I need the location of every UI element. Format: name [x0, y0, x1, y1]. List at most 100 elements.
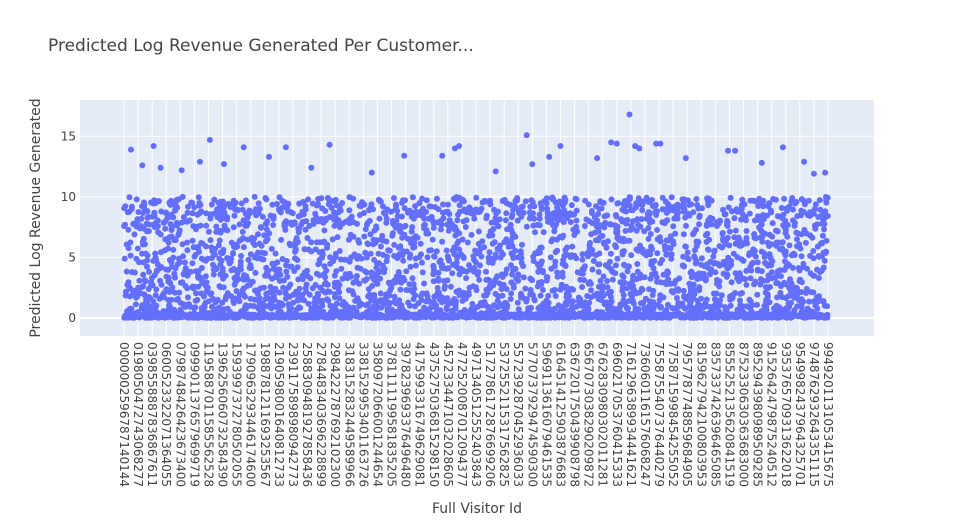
- data-point: [354, 255, 361, 262]
- x-tick-label: 9949201131053415675: [821, 342, 835, 487]
- data-point: [395, 308, 402, 315]
- data-point: [299, 208, 306, 215]
- data-point: [798, 253, 805, 260]
- data-point: [694, 202, 701, 208]
- data-point: [634, 268, 641, 275]
- data-point: [401, 152, 408, 159]
- data-point: [132, 301, 139, 308]
- data-point: [284, 273, 291, 280]
- data-point: [687, 269, 694, 276]
- data-point: [345, 236, 352, 243]
- data-point: [657, 304, 664, 311]
- data-point: [238, 236, 245, 243]
- x-tick-label: 2984222787692102300: [328, 342, 342, 487]
- data-point: [367, 306, 374, 313]
- data-point: [417, 309, 424, 315]
- data-point: [597, 277, 604, 284]
- data-point: [121, 223, 128, 229]
- data-point: [212, 246, 219, 252]
- data-point: [595, 296, 602, 302]
- data-point: [538, 279, 545, 285]
- data-point: [373, 223, 380, 230]
- data-point: [362, 268, 368, 275]
- data-point: [406, 302, 413, 309]
- data-point: [239, 206, 246, 213]
- data-point: [264, 236, 271, 243]
- data-point: [143, 295, 150, 302]
- data-point: [492, 168, 499, 175]
- data-point: [456, 143, 463, 149]
- x-tick-label: 5572392870452936033: [511, 342, 525, 487]
- data-point: [719, 230, 726, 237]
- data-point: [189, 210, 196, 217]
- data-point: [617, 303, 624, 310]
- data-point: [567, 219, 574, 226]
- data-point: [232, 244, 239, 251]
- data-point: [189, 199, 196, 206]
- data-point: [601, 240, 608, 247]
- data-point: [540, 286, 546, 293]
- data-point: [751, 248, 758, 254]
- data-point: [650, 304, 657, 311]
- data-point: [623, 208, 630, 215]
- data-point: [614, 230, 621, 237]
- data-point: [191, 204, 198, 211]
- data-point: [665, 276, 672, 283]
- data-point: [548, 238, 555, 245]
- data-point: [339, 200, 346, 206]
- data-point: [192, 304, 199, 311]
- data-point: [283, 218, 290, 225]
- data-point: [766, 231, 773, 238]
- x-tick-label: 3580972066001244654: [370, 342, 384, 487]
- data-point: [350, 195, 357, 202]
- data-point: [350, 291, 357, 298]
- data-point: [179, 241, 186, 248]
- data-point: [210, 261, 216, 268]
- data-point: [410, 289, 417, 296]
- data-point: [485, 259, 492, 266]
- data-point: [754, 259, 761, 266]
- data-point: [279, 197, 286, 204]
- data-point: [599, 232, 606, 239]
- data-point: [621, 262, 628, 269]
- data-point: [483, 215, 490, 222]
- data-point: [205, 228, 212, 235]
- data-point: [801, 158, 808, 165]
- data-point: [668, 312, 675, 318]
- data-point: [222, 272, 229, 279]
- data-point: [614, 255, 621, 262]
- data-point: [671, 305, 678, 312]
- data-point: [595, 228, 602, 235]
- data-point: [608, 288, 614, 295]
- data-point: [594, 155, 601, 162]
- data-point: [454, 217, 461, 224]
- data-point: [538, 302, 545, 309]
- data-point: [812, 302, 819, 309]
- data-point: [589, 266, 596, 273]
- data-point: [804, 265, 810, 272]
- data-point: [720, 206, 726, 213]
- data-point: [684, 197, 691, 204]
- x-tick-label: 9152642479875240512: [765, 342, 779, 487]
- data-point: [736, 278, 742, 285]
- x-tick-label: 7558755407376440279: [652, 342, 666, 487]
- data-point: [444, 253, 451, 260]
- data-point: [502, 270, 509, 277]
- data-point: [192, 268, 199, 275]
- data-point: [431, 253, 437, 260]
- data-point: [401, 205, 408, 212]
- data-point: [177, 279, 184, 286]
- data-point: [739, 196, 746, 203]
- data-point: [211, 196, 218, 203]
- data-point: [503, 300, 510, 307]
- data-point: [595, 261, 602, 268]
- data-point: [821, 221, 828, 227]
- data-point: [214, 207, 220, 214]
- data-point: [508, 290, 515, 297]
- data-point: [452, 251, 459, 258]
- data-point: [676, 275, 683, 282]
- data-point: [273, 201, 280, 207]
- data-point: [389, 230, 396, 237]
- data-point: [822, 169, 829, 176]
- data-point: [531, 215, 538, 222]
